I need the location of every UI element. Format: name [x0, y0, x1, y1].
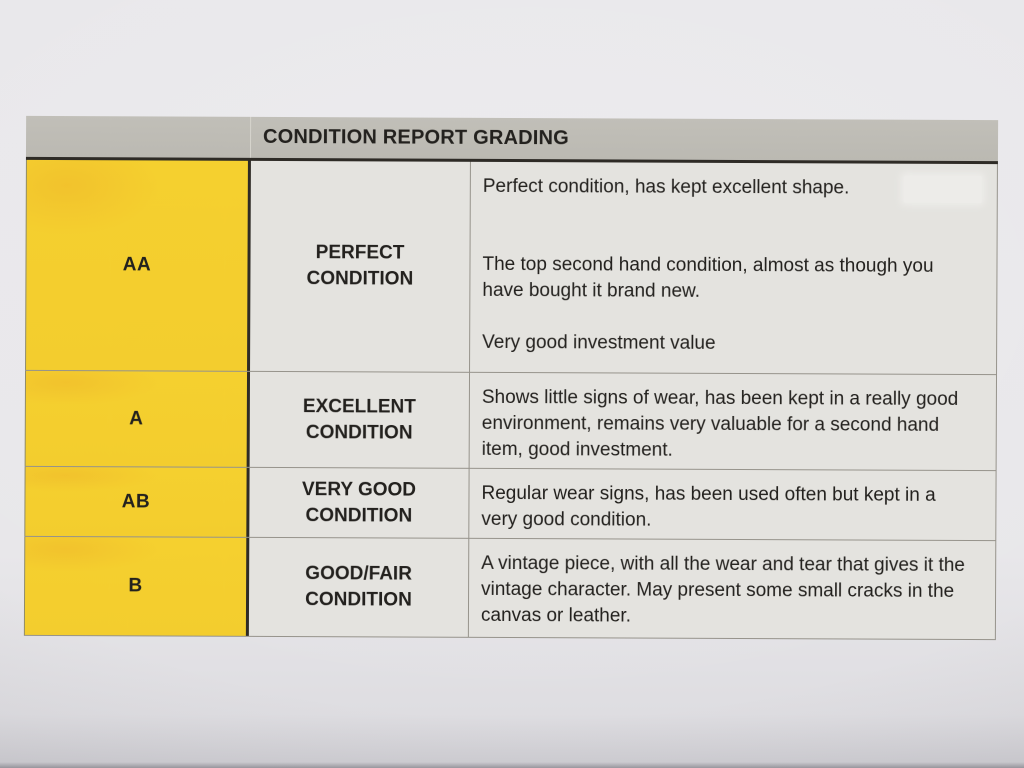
grade-cell: B: [23, 536, 250, 636]
grade-label: A: [129, 407, 144, 429]
table-body: AA PERFECT CONDITION Perfect condition, …: [23, 159, 998, 641]
condition-label: GOOD/FAIR CONDITION: [305, 563, 412, 611]
description-cell: Shows little signs of wear, has been kep…: [469, 372, 998, 471]
condition-report-table: CONDITION REPORT GRADING AA PERFECT COND…: [23, 115, 999, 641]
table-row-b: B GOOD/FAIR CONDITION A vintage piece, w…: [23, 535, 997, 640]
grade-label: AB: [121, 490, 151, 512]
grade-cell: A: [24, 370, 251, 467]
header-empty-cell: [25, 115, 252, 158]
header-title-cell: CONDITION REPORT GRADING: [251, 117, 998, 161]
description-paragraph: Regular wear signs, has been used often …: [481, 482, 936, 531]
table-title: CONDITION REPORT GRADING: [262, 125, 570, 150]
grade-cell: AA: [25, 159, 251, 371]
description-paragraph: The top second hand condition, almost as…: [482, 253, 934, 302]
description-paragraph: Shows little signs of wear, has been kep…: [481, 386, 959, 461]
description-paragraph: A vintage piece, with all the wear and t…: [480, 552, 965, 627]
condition-cell: PERFECT CONDITION: [250, 160, 471, 372]
description-paragraph: Very good investment value: [482, 331, 716, 354]
table-header-row: CONDITION REPORT GRADING: [25, 115, 999, 165]
table-row-aa: AA PERFECT CONDITION Perfect condition, …: [25, 159, 998, 375]
condition-cell: EXCELLENT CONDITION: [249, 371, 471, 468]
description-paragraph: Perfect condition, has kept excellent sh…: [482, 175, 850, 199]
grade-label: B: [128, 575, 143, 597]
white-out-patch: [903, 175, 982, 204]
condition-label: EXCELLENT CONDITION: [302, 395, 416, 444]
grade-label: AA: [122, 254, 152, 276]
grade-cell: AB: [24, 466, 250, 537]
condition-label: VERY GOOD CONDITION: [301, 478, 417, 527]
table-row-a: A EXCELLENT CONDITION Shows little signs…: [24, 369, 998, 471]
description-cell: A vintage piece, with all the wear and t…: [468, 538, 997, 640]
condition-label: PERFECT CONDITION: [306, 242, 414, 290]
condition-cell: VERY GOOD CONDITION: [249, 467, 470, 538]
description-cell: Perfect condition, has kept excellent sh…: [470, 161, 998, 375]
table-row-ab: AB VERY GOOD CONDITION Regular wear sign…: [24, 465, 997, 541]
condition-cell: GOOD/FAIR CONDITION: [248, 537, 470, 637]
description-cell: Regular wear signs, has been used often …: [469, 468, 997, 541]
